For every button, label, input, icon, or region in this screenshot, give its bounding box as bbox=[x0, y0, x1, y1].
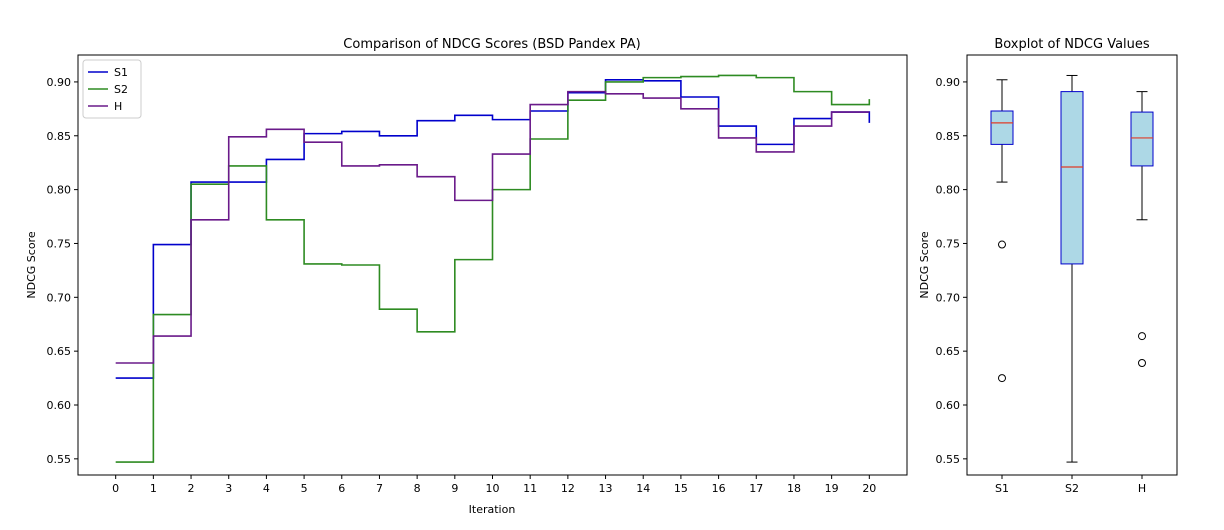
x-tick-label: 15 bbox=[674, 482, 688, 495]
x-tick-label: 10 bbox=[486, 482, 500, 495]
right-y-axis: 0.55 0.60 0.65 0.70 0.75 0.80 0.85 0.90 bbox=[936, 76, 967, 466]
y-tick-label: 0.75 bbox=[47, 237, 72, 250]
x-tick-label: 9 bbox=[451, 482, 458, 495]
y-tick-label: 0.60 bbox=[47, 399, 72, 412]
y-tick-label: 0.80 bbox=[47, 184, 72, 197]
y-tick-label: 0.75 bbox=[936, 237, 961, 250]
y-tick-label: 0.70 bbox=[936, 291, 961, 304]
right-y-axis-label: NDCG Score bbox=[918, 231, 931, 298]
x-tick-label: 6 bbox=[338, 482, 345, 495]
y-tick-label: 0.55 bbox=[47, 453, 72, 466]
y-tick-label: 0.60 bbox=[936, 399, 961, 412]
y-tick-label: 0.65 bbox=[47, 345, 72, 358]
x-tick-label: 12 bbox=[561, 482, 575, 495]
x-tick-label: 14 bbox=[636, 482, 650, 495]
series-line-h bbox=[115, 90, 870, 364]
y-tick-label: 0.85 bbox=[47, 130, 72, 143]
y-tick-label: 0.85 bbox=[936, 130, 961, 143]
x-tick-label: 0 bbox=[112, 482, 119, 495]
y-tick-label: 0.55 bbox=[936, 453, 961, 466]
box-body bbox=[1060, 91, 1084, 265]
x-tick-label: 7 bbox=[376, 482, 383, 495]
boxplot-chart: Boxplot of NDCG Values S1 S2 H 0.55 0.60 0.6… bbox=[918, 37, 1178, 495]
x-tick-label: 4 bbox=[263, 482, 270, 495]
left-series-layer bbox=[115, 74, 871, 463]
boxplot-layer bbox=[990, 74, 1154, 463]
right-chart-title: Boxplot of NDCG Values bbox=[994, 37, 1150, 52]
step-line-chart: Comparison of NDCG Scores (BSD Pandex PA… bbox=[25, 37, 908, 516]
left-chart-title: Comparison of NDCG Scores (BSD Pandex PA… bbox=[343, 37, 640, 52]
x-tick-label: 1 bbox=[150, 482, 157, 495]
x-tick-label: H bbox=[1138, 482, 1146, 495]
legend-label-s1: S1 bbox=[114, 66, 128, 79]
x-tick-label: 8 bbox=[414, 482, 421, 495]
x-tick-label: 17 bbox=[749, 482, 763, 495]
x-tick-label: 13 bbox=[599, 482, 613, 495]
y-tick-label: 0.65 bbox=[936, 345, 961, 358]
y-tick-label: 0.70 bbox=[47, 291, 72, 304]
x-tick-label: S1 bbox=[995, 482, 1009, 495]
box-s2 bbox=[1060, 74, 1084, 463]
y-tick-label: 0.90 bbox=[47, 76, 72, 89]
outlier-point bbox=[1138, 359, 1146, 367]
x-tick-label: 18 bbox=[787, 482, 801, 495]
left-x-axis-label: Iteration bbox=[469, 503, 516, 516]
x-tick-label: 19 bbox=[825, 482, 839, 495]
x-tick-label: 20 bbox=[862, 482, 876, 495]
legend-label-s2: S2 bbox=[114, 83, 128, 96]
x-tick-label: S2 bbox=[1065, 482, 1079, 495]
legend-box bbox=[82, 59, 142, 119]
right-x-axis: S1 S2 H bbox=[995, 475, 1146, 495]
box-h bbox=[1130, 91, 1154, 367]
left-x-axis: 0 1 2 3 4 5 6 7 8 9 10 11 12 13 14 15 16 17 18 19 20 bbox=[112, 475, 876, 495]
x-tick-label: 3 bbox=[225, 482, 232, 495]
outlier-point bbox=[1138, 332, 1146, 341]
left-y-axis-label: NDCG Score bbox=[25, 231, 38, 298]
x-tick-label: 2 bbox=[188, 482, 195, 495]
x-tick-label: 11 bbox=[523, 482, 537, 495]
box-body bbox=[990, 110, 1014, 145]
y-tick-label: 0.80 bbox=[936, 184, 961, 197]
box-body bbox=[1130, 111, 1154, 167]
box-s1 bbox=[990, 79, 1014, 383]
left-y-axis: 0.55 0.60 0.65 0.70 0.75 0.80 0.85 0.90 bbox=[47, 76, 78, 466]
x-tick-label: 5 bbox=[301, 482, 308, 495]
outlier-point bbox=[998, 374, 1006, 383]
x-tick-label: 16 bbox=[712, 482, 726, 495]
y-tick-label: 0.90 bbox=[936, 76, 961, 89]
legend-label-h: H bbox=[114, 100, 122, 113]
outlier-point bbox=[998, 240, 1006, 249]
legend: S1 S2 H bbox=[82, 59, 142, 119]
